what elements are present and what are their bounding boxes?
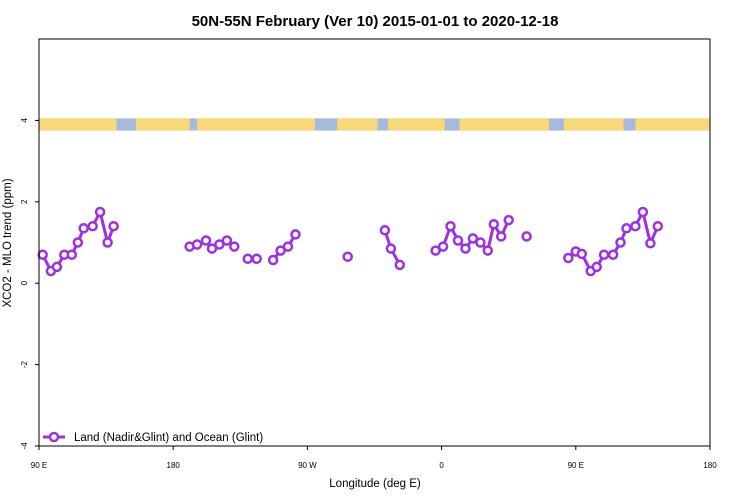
x-axis: 90 E 180 90 W 0 90 E 180 bbox=[31, 446, 717, 470]
x-tick-label: 90 E bbox=[568, 461, 584, 470]
band-land-segment bbox=[39, 118, 117, 131]
data-point bbox=[521, 231, 532, 242]
data-point bbox=[78, 223, 89, 234]
series-line bbox=[567, 210, 660, 273]
data-point bbox=[488, 218, 500, 230]
chart-title: 50N-55N February (Ver 10) 2015-01-01 to … bbox=[192, 13, 559, 30]
x-tick-label: 90 W bbox=[298, 461, 317, 470]
band-land-segment bbox=[197, 118, 315, 131]
data-point bbox=[637, 206, 649, 218]
data-point bbox=[242, 253, 254, 265]
data-point bbox=[591, 261, 602, 273]
data-point bbox=[251, 253, 262, 265]
data-point bbox=[475, 237, 486, 248]
data-point bbox=[503, 214, 514, 226]
data-point bbox=[563, 252, 574, 264]
data-point bbox=[221, 235, 233, 246]
data-point bbox=[108, 220, 119, 232]
data-point bbox=[437, 241, 449, 252]
band-land-segment bbox=[635, 118, 710, 131]
data-point bbox=[290, 229, 301, 240]
data-point bbox=[206, 243, 218, 254]
data-point bbox=[191, 239, 203, 250]
data-point bbox=[51, 261, 63, 273]
data-point bbox=[102, 237, 113, 248]
data-point bbox=[482, 245, 494, 256]
y-tick-label: 4 bbox=[20, 118, 29, 123]
surface-band bbox=[39, 118, 710, 131]
series-layer bbox=[37, 206, 664, 277]
data-point bbox=[66, 249, 78, 260]
plot-frame bbox=[38, 38, 711, 447]
data-point bbox=[342, 251, 353, 262]
data-point bbox=[200, 235, 212, 246]
data-point bbox=[229, 241, 240, 252]
data-point bbox=[37, 249, 48, 260]
data-point bbox=[282, 241, 294, 252]
band-land-segment bbox=[337, 118, 378, 131]
legend-label: Land (Nadir&Glint) and Ocean (Glint) bbox=[74, 432, 263, 444]
legend: Land (Nadir&Glint) and Ocean (Glint) bbox=[43, 431, 263, 444]
data-point bbox=[94, 206, 106, 218]
data-point bbox=[385, 243, 397, 254]
data-point bbox=[267, 254, 279, 266]
legend-point-marker bbox=[48, 431, 60, 443]
data-point bbox=[87, 220, 98, 232]
data-point bbox=[379, 225, 391, 236]
data-point bbox=[467, 233, 479, 244]
data-point bbox=[652, 220, 664, 232]
data-point bbox=[445, 220, 456, 232]
band-land-segment bbox=[135, 118, 190, 131]
data-point bbox=[630, 220, 641, 232]
x-axis-label: Longitude (deg E) bbox=[329, 478, 421, 490]
data-point bbox=[615, 237, 626, 248]
y-axis: -4 -2 0 2 4 bbox=[20, 118, 39, 450]
data-point bbox=[621, 223, 632, 234]
x-tick-label: 0 bbox=[439, 461, 444, 470]
band-land-segment bbox=[563, 118, 624, 131]
data-point bbox=[430, 245, 441, 256]
data-point bbox=[645, 238, 656, 249]
data-point bbox=[394, 259, 406, 271]
band-land-segment bbox=[459, 118, 549, 131]
x-tick-label: 90 E bbox=[31, 461, 47, 470]
data-point bbox=[72, 237, 84, 248]
data-point bbox=[460, 243, 471, 254]
x-tick-label: 180 bbox=[167, 461, 181, 470]
data-point bbox=[495, 231, 507, 242]
y-tick-label: 0 bbox=[20, 280, 29, 285]
data-point bbox=[576, 248, 588, 260]
y-tick-label: -4 bbox=[20, 442, 29, 450]
data-point bbox=[598, 249, 610, 260]
y-tick-label: -2 bbox=[20, 360, 29, 368]
data-point bbox=[214, 239, 225, 250]
band-land-segment bbox=[387, 118, 445, 131]
data-point bbox=[607, 249, 619, 260]
y-axis-label: XCO2 - MLO trend (ppm) bbox=[2, 178, 14, 307]
y-tick-label: 2 bbox=[20, 199, 29, 204]
data-point bbox=[452, 235, 464, 246]
x-tick-label: 180 bbox=[703, 461, 717, 470]
